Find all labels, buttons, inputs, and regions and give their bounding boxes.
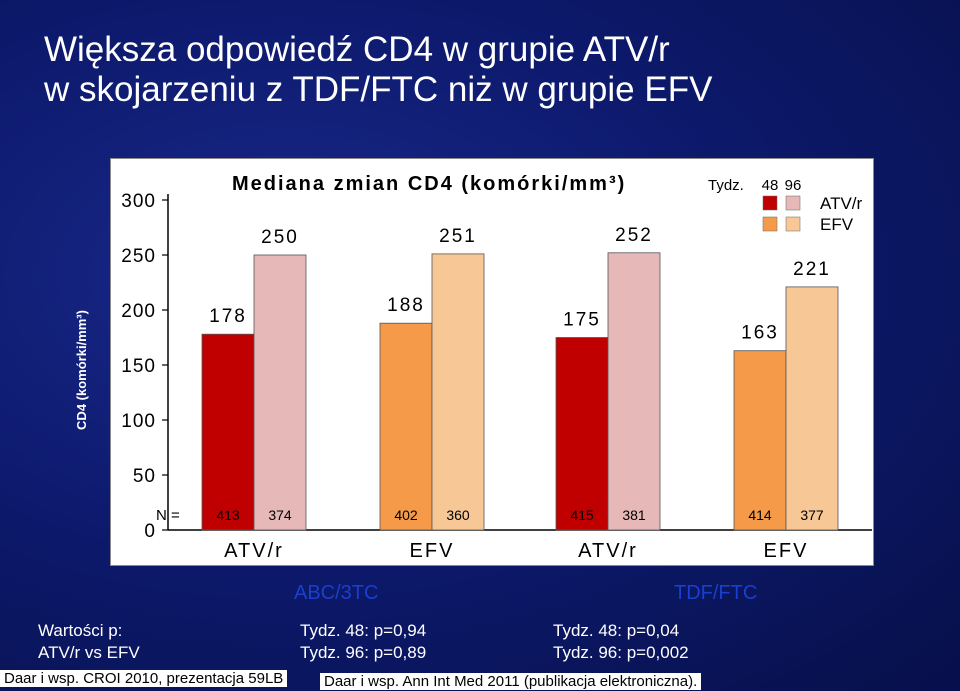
source-right: Daar i wsp. Ann Int Med 2011 (publikacja… [320,673,702,690]
bar-value-label: 250 [261,227,299,248]
group-label-tdf: TDF/FTC [674,582,758,604]
bar-value-label: 251 [439,226,477,247]
slide-title: Większa odpowiedź CD4 w grupie ATV/r w s… [44,30,924,110]
legend-week-48: 48 [762,177,779,194]
title-line-2: w skojarzeniu z TDF/FTC niż w grupie EFV [44,70,713,109]
bar-value-label: 188 [387,295,425,316]
y-axis-title: CD4 (komórki/mm³) [74,310,89,430]
y-tick-label: 100 [121,411,156,432]
legend-swatch-efv-week96 [785,216,801,232]
pvalue-tdf-week48: Tydz. 48: p=0,04 [553,621,680,640]
pvalue-label-line1: Wartości p: [38,621,123,640]
y-tick-label: 250 [121,246,156,267]
bar-4-week96 [785,286,839,531]
bar-2-week48 [379,322,433,531]
source-left: Daar i wsp. CROI 2010, prezentacja 59LB [0,670,288,687]
x-category-label: ATV/r [578,540,638,562]
legend-swatch-atvr-week96 [785,195,801,211]
bar-4-week48 [733,350,787,531]
x-category-label: EFV [410,540,455,562]
legend-swatch-efv-week48 [762,216,778,232]
legend-weeks-label: Tydz. [708,177,744,194]
bar-value-label: 252 [615,225,653,246]
y-tick-label: 0 [144,521,156,542]
n-count-label: 377 [800,507,824,523]
group-label-abc: ABC/3TC [294,582,379,604]
n-count-label: 413 [216,507,240,523]
bar-1-week48 [201,333,255,531]
legend-label-efv: EFV [820,215,854,234]
chart-title: Mediana zmian CD4 (komórki/mm³) [232,173,626,195]
x-category-label: EFV [764,540,809,562]
bar-3-week96 [607,252,661,531]
n-count-label: 381 [622,507,646,523]
pvalue-abc-week48: Tydz. 48: p=0,94 [300,621,427,640]
y-tick-label: 200 [121,301,156,322]
n-label: N = [156,507,180,524]
bar-1-week96 [253,254,307,531]
n-count-label: 402 [394,507,418,523]
y-tick-label: 300 [121,191,156,212]
bar-3-week48 [555,337,609,531]
n-count-label: 415 [570,507,594,523]
n-count-label: 414 [748,507,772,523]
pvalue-abc-week96: Tydz. 96: p=0,89 [300,643,427,662]
bar-value-label: 175 [563,310,601,331]
n-count-label: 374 [268,507,292,523]
y-tick-label: 50 [133,466,156,487]
pvalue-label-line2: ATV/r vs EFV [38,643,140,662]
y-tick-label: 150 [121,356,156,377]
legend-swatch-atvr-week48 [762,195,778,211]
bar-value-label: 163 [741,323,779,344]
bar-value-label: 221 [793,259,831,280]
legend-label-atvr: ATV/r [820,194,863,213]
bar-2-week96 [431,253,485,531]
pvalue-tdf-week96: Tydz. 96: p=0,002 [553,643,689,662]
x-category-label: ATV/r [224,540,284,562]
n-count-label: 360 [446,507,470,523]
title-line-1: Większa odpowiedź CD4 w grupie ATV/r [44,30,670,69]
bar-value-label: 178 [209,306,247,327]
legend-week-96: 96 [785,177,802,194]
